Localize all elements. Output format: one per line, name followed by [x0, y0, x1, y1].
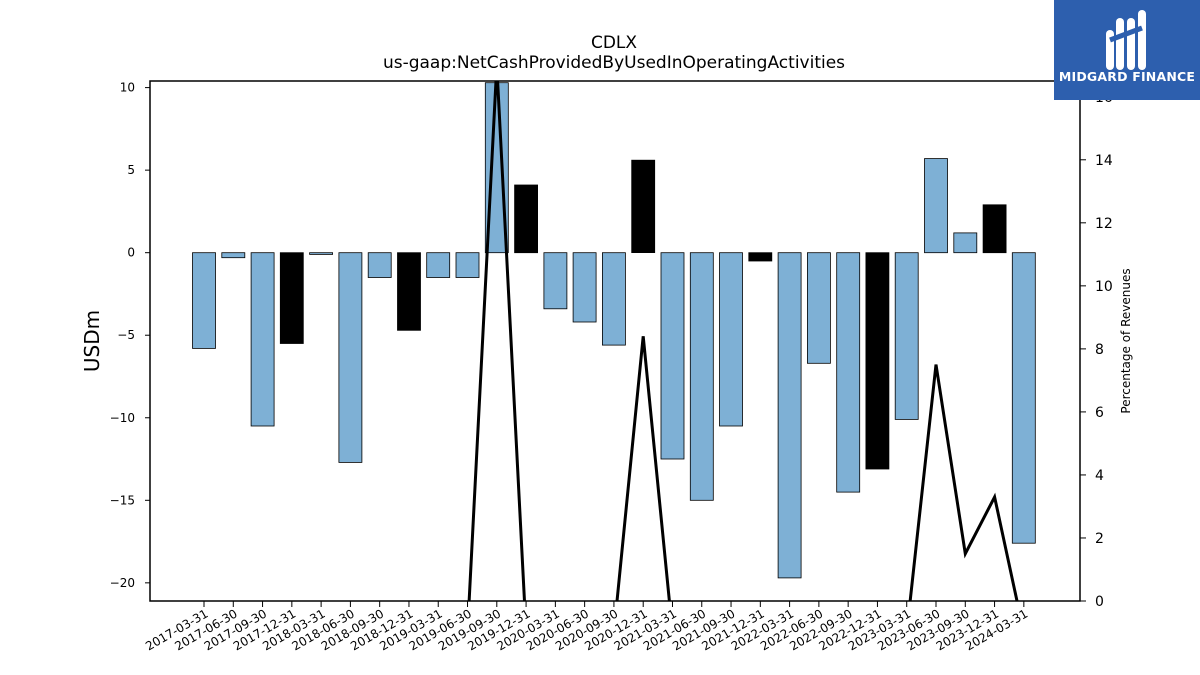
y-tick-label: −5 — [117, 328, 135, 342]
bar-2021-09-30 — [719, 252, 743, 427]
bar-2023-03-31 — [894, 252, 919, 420]
bar-2023-12-31 — [982, 204, 1007, 254]
y-tick-label: −20 — [110, 576, 135, 590]
bar-2019-12-31 — [514, 184, 538, 254]
bar-2020-06-30 — [572, 252, 597, 323]
bar-2019-06-30 — [455, 252, 480, 278]
bar-2023-09-30 — [953, 232, 978, 254]
bar-2022-06-30 — [807, 252, 831, 364]
bar-2024-03-31 — [1011, 252, 1036, 544]
bar-2017-09-30 — [250, 252, 275, 427]
bar-2021-06-30 — [689, 252, 714, 501]
y2-tick-label: 4 — [1095, 468, 1104, 484]
y2-tick-label: 12 — [1095, 216, 1113, 232]
y2-axis-label: Percentage of Revenues — [1119, 268, 1133, 413]
bar-2020-12-31 — [631, 159, 656, 253]
y-tick-label: 5 — [127, 163, 135, 177]
y2-tick-label: 6 — [1095, 405, 1104, 421]
bar-2021-12-31 — [748, 252, 773, 262]
y-tick-label: −10 — [110, 411, 135, 425]
bar-2018-03-31 — [309, 252, 334, 255]
plot-frame — [149, 80, 1081, 602]
y-tick-label: −15 — [110, 493, 135, 507]
bar-2020-09-30 — [602, 252, 626, 346]
bar-2023-06-30 — [924, 158, 948, 254]
y2-tick-label: 0 — [1095, 594, 1104, 610]
bar-2019-03-31 — [426, 252, 451, 278]
bar-2017-03-31 — [192, 252, 216, 349]
y2-tick-label: 2 — [1095, 531, 1104, 547]
y-tick-label: 0 — [127, 246, 135, 260]
y2-tick-label: 14 — [1095, 153, 1113, 169]
bars-layer — [192, 82, 1036, 579]
bar-2018-06-30 — [338, 252, 363, 463]
y2-tick-label: 8 — [1095, 342, 1104, 358]
bar-2022-12-31 — [865, 252, 890, 470]
y-tick-label: 10 — [120, 81, 135, 95]
chart-subtitle: us-gaap:NetCashProvidedByUsedInOperating… — [383, 53, 845, 73]
bar-2021-03-31 — [660, 252, 685, 460]
chart-title: CDLX — [591, 33, 637, 53]
y2-tick-label: 10 — [1095, 279, 1113, 295]
bar-2022-09-30 — [836, 252, 861, 493]
brand-mark-icon — [1106, 10, 1146, 70]
bar-2018-09-30 — [367, 252, 392, 278]
brand-name: MIDGARD FINANCE — [1058, 69, 1196, 84]
y-axis-label: USDm — [80, 310, 104, 372]
bar-2022-03-31 — [777, 252, 802, 579]
bar-2017-06-30 — [221, 252, 246, 259]
bar-2017-12-31 — [279, 252, 304, 344]
bar-2018-12-31 — [397, 252, 421, 331]
bar-2020-03-31 — [543, 252, 568, 310]
midgard-finance-logo: MIDGARD FINANCE — [1054, 0, 1200, 100]
